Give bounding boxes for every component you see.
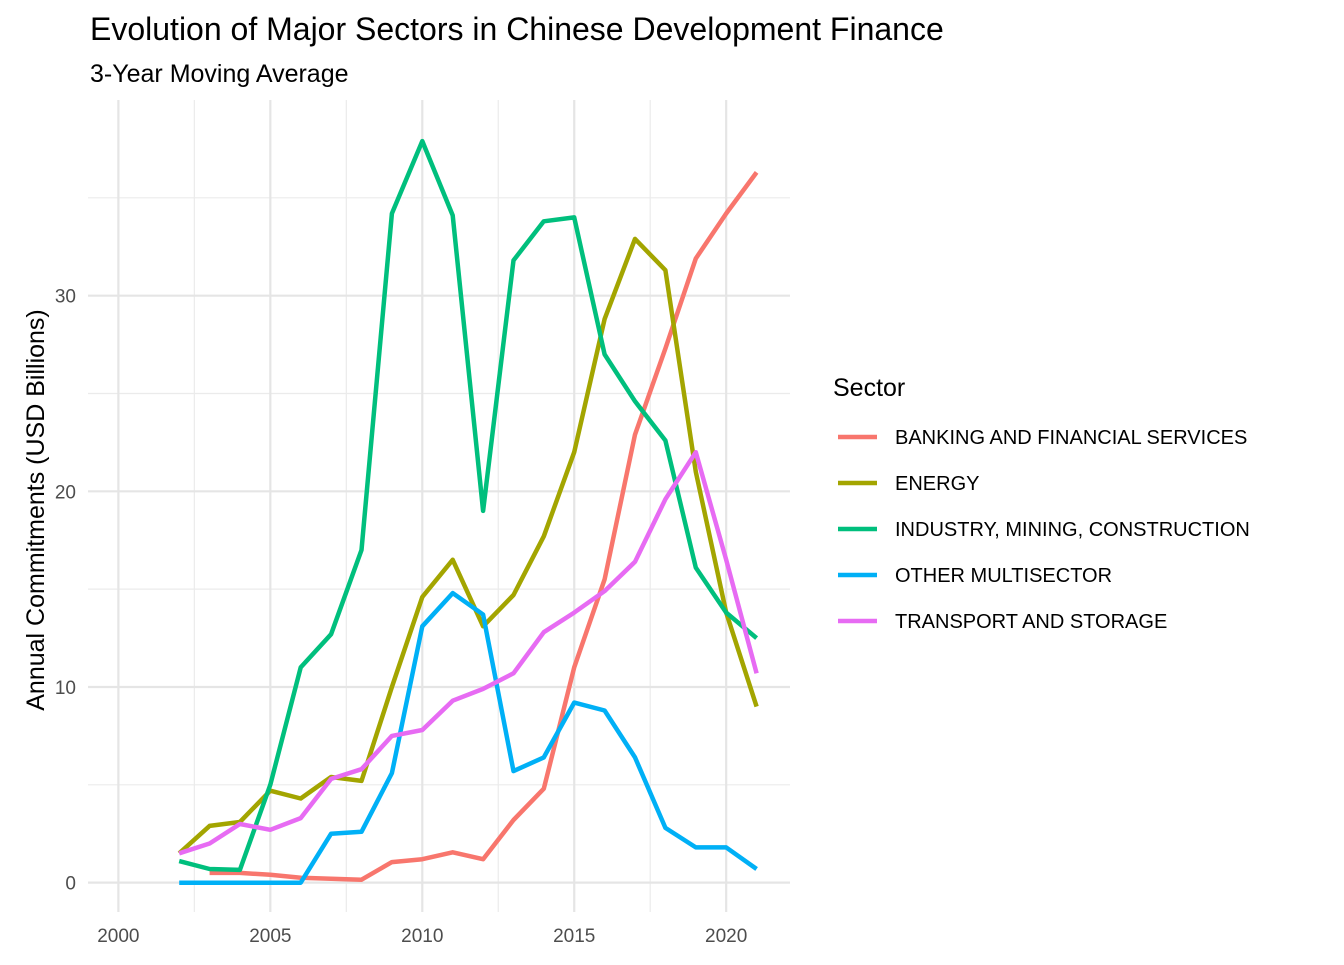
x-tick-label: 2005 (249, 926, 291, 947)
legend-label-3: INDUSTRY, MINING, CONSTRUCTION (895, 519, 1250, 541)
series-line-2 (177, 236, 759, 855)
series-line-4 (179, 590, 758, 885)
axis-tick-labels: 2000 2005 2010 2015 2020 0 10 20 30 (55, 287, 747, 947)
y-tick-label: 20 (55, 482, 76, 503)
series-line-5 (178, 449, 759, 856)
legend-label-1: BANKING AND FINANCIAL SERVICES (895, 427, 1247, 449)
x-tick-label: 2010 (401, 926, 443, 947)
x-tick-label: 2020 (705, 926, 747, 947)
y-axis-title: Annual Commitments (USD Billions) (22, 309, 50, 711)
gridlines (88, 100, 790, 912)
x-tick-label: 2015 (553, 926, 595, 947)
y-tick-label: 10 (55, 678, 76, 699)
chart-title: Evolution of Major Sectors in Chinese De… (90, 11, 944, 47)
legend-label-2: ENERGY (895, 473, 979, 495)
legend-label-4: OTHER MULTISECTOR (895, 565, 1112, 587)
legend-label-5: TRANSPORT AND STORAGE (895, 611, 1167, 633)
y-tick-label: 0 (65, 874, 76, 895)
series-line-3 (178, 138, 759, 873)
chart-subtitle: 3-Year Moving Average (90, 60, 349, 88)
series-lines (177, 138, 759, 885)
x-tick-label: 2000 (97, 926, 139, 947)
legend: Sector BANKING AND FINANCIAL SERVICES ENE… (833, 374, 1250, 633)
series-line-1 (209, 171, 759, 882)
legend-title: Sector (833, 374, 905, 402)
y-tick-label: 30 (55, 287, 76, 308)
